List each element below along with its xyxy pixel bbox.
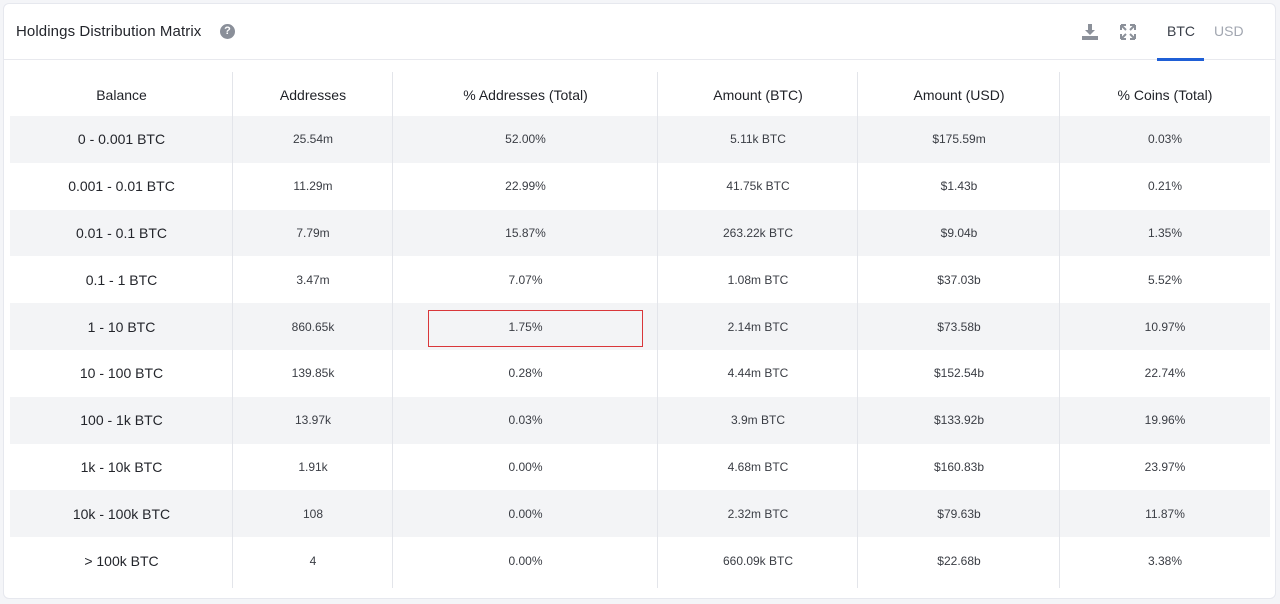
table-row: 10 - 100 BTC 139.85k 0.28% 4.44m BTC $152.54… <box>10 350 1270 397</box>
table-row: 0.01 - 0.1 BTC 7.79m 15.87% 263.22k BTC $9.0… <box>10 209 1270 257</box>
cell-addresses: 25.54m <box>292 132 334 147</box>
column-divider <box>232 72 233 588</box>
column-header-pct-addresses[interactable]: % Addresses (Total) <box>463 87 588 103</box>
cell-amount-btc: 2.32m BTC <box>727 506 789 521</box>
cell-amount-btc: 1.08m BTC <box>727 272 789 287</box>
column-header-addresses[interactable]: Addresses <box>279 87 347 103</box>
column-header-pct-coins[interactable]: % Coins (Total) <box>1117 87 1213 103</box>
cell-amount-usd: $79.63b <box>937 506 981 521</box>
cell-pct-addresses: 0.00% <box>508 506 543 521</box>
cell-addresses: 108 <box>302 506 324 521</box>
table-body: 0 - 0.001 BTC 25.54m 52.00% 5.11k BTC $175.5… <box>10 116 1270 584</box>
cell-pct-addresses: 0.00% <box>508 553 543 568</box>
cell-addresses: 7.79m <box>296 225 330 240</box>
table-row: 0 - 0.001 BTC 25.54m 52.00% 5.11k BTC $175.5… <box>10 116 1270 163</box>
table-row: 0.1 - 1 BTC 3.47m 7.07% 1.08m BTC $37.03b 5.5… <box>10 256 1270 303</box>
cell-amount-btc: 2.14m BTC <box>727 319 789 334</box>
cell-amount-btc: 4.44m BTC <box>727 366 789 381</box>
table-row: > 100k BTC 4 0.00% 660.09k BTC $22.68b 3.38% <box>10 537 1270 584</box>
cell-pct-coins: 22.74% <box>1144 366 1186 381</box>
cell-amount-usd: $1.43b <box>940 179 978 194</box>
download-icon[interactable] <box>1080 22 1100 42</box>
cell-amount-usd: $37.03b <box>937 272 981 287</box>
cell-balance: 10k - 100k BTC <box>72 505 171 522</box>
column-header-amount-usd[interactable]: Amount (USD) <box>913 87 1005 103</box>
column-divider <box>857 72 858 588</box>
table-header: Balance Addresses % Addresses (Total) Amoun… <box>10 68 1270 116</box>
column-header-balance[interactable]: Balance <box>96 87 147 103</box>
cell-pct-coins: 1.35% <box>1147 225 1183 240</box>
card-header: Holdings Distribution Matrix ? BTC USD <box>4 4 1275 61</box>
cell-balance: 100 - 1k BTC <box>80 412 163 429</box>
expand-arrows-icon[interactable] <box>1118 22 1138 42</box>
cell-pct-coins: 23.97% <box>1144 459 1186 474</box>
tab-btc[interactable]: BTC <box>1167 23 1195 39</box>
table-row: 1 - 10 BTC 860.65k 1.75% 2.14m BTC $73.58b 10… <box>10 303 1270 350</box>
active-tab-indicator <box>1157 58 1204 61</box>
cell-pct-addresses: 0.28% <box>508 366 543 381</box>
column-header-amount-btc[interactable]: Amount (BTC) <box>713 87 803 103</box>
cell-amount-btc: 4.68m BTC <box>727 459 789 474</box>
cell-addresses: 13.97k <box>294 413 332 428</box>
cell-amount-usd: $160.83b <box>933 459 985 474</box>
table-row: 1k - 10k BTC 1.91k 0.00% 4.68m BTC $160.83b 2… <box>10 444 1270 491</box>
cell-pct-coins: 0.21% <box>1147 179 1183 194</box>
cell-balance: 1k - 10k BTC <box>80 458 163 475</box>
cell-pct-coins: 3.38% <box>1147 553 1183 568</box>
cell-addresses: 1.91k <box>298 459 328 474</box>
cell-balance: 0.01 - 0.1 BTC <box>75 224 168 241</box>
cell-pct-addresses: 1.75% <box>508 319 543 334</box>
tab-usd[interactable]: USD <box>1214 23 1244 39</box>
holdings-table: Balance Addresses % Addresses (Total) Amoun… <box>10 68 1270 588</box>
column-divider <box>392 72 393 588</box>
cell-balance: 0.1 - 1 BTC <box>85 271 158 288</box>
cell-balance: 1 - 10 BTC <box>87 318 156 335</box>
cell-amount-btc: 5.11k BTC <box>730 132 786 147</box>
cell-balance: 0.001 - 0.01 BTC <box>68 178 175 195</box>
cell-amount-btc: 660.09k BTC <box>722 553 794 568</box>
cell-amount-btc: 3.9m BTC <box>730 413 785 428</box>
cell-amount-usd: $152.54b <box>933 366 985 381</box>
cell-pct-coins: 0.03% <box>1147 132 1183 147</box>
cell-pct-addresses: 0.03% <box>508 413 543 428</box>
cell-pct-addresses: 0.00% <box>508 459 543 474</box>
card-title: Holdings Distribution Matrix <box>16 23 202 40</box>
cell-amount-usd: $133.92b <box>933 413 985 428</box>
cell-amount-btc: 41.75k BTC <box>726 179 790 194</box>
cell-pct-coins: 19.96% <box>1144 413 1186 428</box>
cell-amount-btc: 263.22k BTC <box>722 225 794 240</box>
cell-pct-coins: 10.97% <box>1144 319 1186 334</box>
cell-pct-addresses: 52.00% <box>505 132 546 147</box>
column-divider <box>657 72 658 588</box>
column-divider <box>1059 72 1060 588</box>
cell-amount-usd: $9.04b <box>940 225 978 240</box>
table-row: 100 - 1k BTC 13.97k 0.03% 3.9m BTC $133.92b 1… <box>10 396 1270 444</box>
question-circle-icon[interactable]: ? <box>220 24 235 39</box>
cell-balance: 0 - 0.001 BTC <box>77 131 166 148</box>
cell-pct-addresses: 7.07% <box>508 272 543 287</box>
cell-addresses: 3.47m <box>296 272 330 287</box>
table-row: 10k - 100k BTC 108 0.00% 2.32m BTC $79.63b 11… <box>10 490 1270 538</box>
cell-pct-addresses: 22.99% <box>505 179 546 194</box>
cell-amount-usd: $22.68b <box>937 553 981 568</box>
cell-amount-usd: $175.59m <box>932 132 986 147</box>
cell-balance: > 100k BTC <box>84 552 159 569</box>
cell-amount-usd: $73.58b <box>937 319 981 334</box>
cell-addresses: 4 <box>309 553 317 568</box>
table-row: 0.001 - 0.01 BTC 11.29m 22.99% 41.75k BTC $1… <box>10 163 1270 210</box>
cell-pct-coins: 11.87% <box>1145 506 1185 521</box>
cell-pct-addresses: 15.87% <box>505 225 546 240</box>
holdings-distribution-card: Holdings Distribution Matrix ? BTC USD B… <box>3 3 1276 599</box>
cell-addresses: 860.65k <box>291 319 335 334</box>
cell-pct-coins: 5.52% <box>1147 272 1183 287</box>
cell-addresses: 139.85k <box>291 366 335 381</box>
cell-addresses: 11.29m <box>293 179 333 194</box>
cell-balance: 10 - 100 BTC <box>79 365 164 382</box>
